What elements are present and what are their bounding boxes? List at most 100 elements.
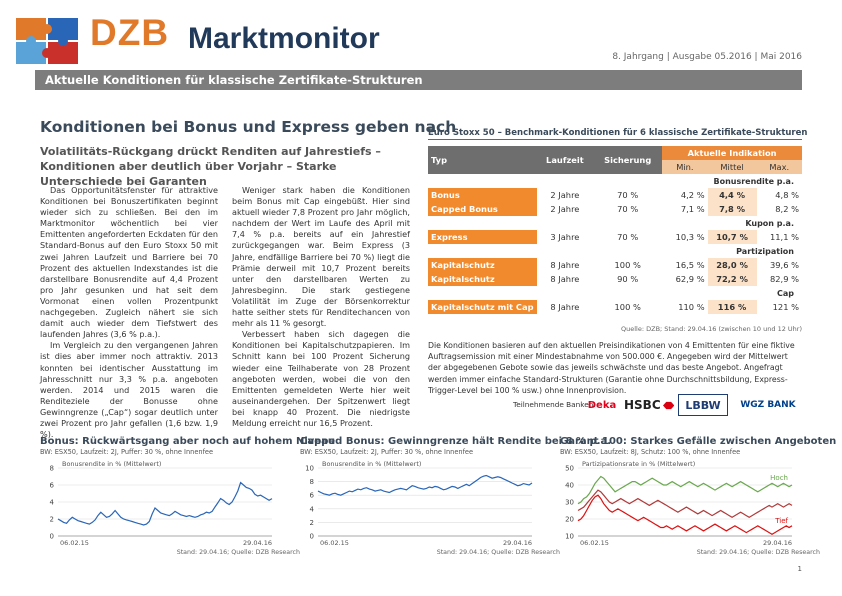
table-title: Euro Stoxx 50 – Benchmark-Konditionen fü… bbox=[428, 128, 808, 138]
cell-laufzeit: 2 Jahre bbox=[550, 204, 580, 214]
cell-mittel: 28,0 % bbox=[707, 258, 757, 272]
table-row: Kapitalschutz mit Cap 8 Jahre 100 % 110 % 11… bbox=[428, 300, 802, 314]
article-subheadline: Volatilitäts-Rückgang drückt Renditen au… bbox=[40, 145, 381, 188]
lbbw-logo: LBBW bbox=[678, 394, 728, 416]
series-line bbox=[57, 481, 273, 526]
cell-mittel: 72,2 % bbox=[707, 272, 757, 286]
divider bbox=[428, 139, 802, 140]
cell-typ: Kapitalschutz bbox=[428, 258, 537, 272]
paragraph: Das Opportunitätsfenster für attraktive … bbox=[40, 185, 218, 340]
methodology-note: Die Konditionen basieren auf den aktuell… bbox=[428, 341, 795, 395]
paragraph: Im Vergleich zu den vergangenen Jahren i… bbox=[40, 340, 218, 440]
table-row: Kapitalschutz 8 Jahre 90 % 62,9 % 72,2 % 82,9… bbox=[428, 272, 802, 286]
chart-plot: 10 20 30 40 50 Partizipationsrate in % (Mitte… bbox=[565, 460, 793, 547]
brand-prefix: DZB bbox=[90, 12, 170, 53]
cell-sicherung: 70 % bbox=[617, 232, 639, 242]
y-tick-label: 2 bbox=[50, 516, 54, 524]
y-axis-label: Bonusrendite in % (Mittelwert) bbox=[322, 460, 421, 468]
series-line bbox=[577, 489, 793, 518]
hsbc-text: HSBC bbox=[624, 398, 661, 412]
table-body: Bonusrendite p.a. Bonus 2 Jahre 70 % 4,2 % 4,… bbox=[428, 174, 802, 314]
cell-laufzeit: 8 Jahre bbox=[550, 302, 580, 312]
chart-source: Stand: 29.04.16; Quelle: DZB Research bbox=[176, 549, 300, 556]
y-tick-label: 4 bbox=[50, 499, 55, 507]
chart-plot: 0 2 4 6 8 10 Bonusrendite in % (Mittelwert) 06.… bbox=[305, 460, 533, 547]
col-header-laufzeit: Laufzeit bbox=[536, 146, 594, 174]
cell-laufzeit: 2 Jahre bbox=[550, 190, 580, 200]
cell-typ: Bonus bbox=[428, 188, 537, 202]
cell-laufzeit: 8 Jahre bbox=[550, 274, 580, 284]
cell-max: 82,9 % bbox=[770, 274, 799, 284]
brand-name: Marktmonitor bbox=[188, 22, 380, 55]
page-number: 1 bbox=[797, 565, 802, 573]
cell-sicherung: 70 % bbox=[617, 204, 639, 214]
y-tick-label: 20 bbox=[565, 516, 574, 524]
chart-subtitle: BW: ESX50, Laufzeit: 2J, Puffer: 30 %, o… bbox=[40, 448, 214, 456]
table-group-label: Kupon p.a. bbox=[662, 216, 802, 230]
table-row: Bonus 2 Jahre 70 % 4,2 % 4,4 % 4,8 % bbox=[428, 188, 802, 202]
x-tick-label: 29.04.16 bbox=[243, 539, 272, 547]
cell-mittel: 116 % bbox=[707, 300, 757, 314]
cell-min: 110 % bbox=[678, 302, 705, 312]
series-line bbox=[577, 494, 793, 535]
y-tick-label: 50 bbox=[565, 465, 574, 473]
y-tick-label: 0 bbox=[50, 533, 54, 541]
col-header-typ: Typ bbox=[428, 146, 537, 174]
cell-min: 16,5 % bbox=[675, 260, 705, 270]
cell-mittel: 7,8 % bbox=[707, 202, 757, 216]
x-tick-label: 06.02.15 bbox=[320, 539, 349, 547]
cell-min: 62,9 % bbox=[675, 274, 705, 284]
y-tick-label: 10 bbox=[305, 465, 314, 473]
cell-min: 10,3 % bbox=[675, 232, 705, 242]
y-axis-label: Partizipationsrate in % (Mittelwert) bbox=[582, 460, 695, 468]
hsbc-logo: HSBC bbox=[624, 394, 674, 416]
article-column-2: Weniger stark haben die Konditionen beim… bbox=[232, 185, 410, 429]
y-tick-label: 10 bbox=[565, 533, 574, 541]
col-header-indikation: Aktuelle Indikation bbox=[662, 146, 802, 160]
col-header-max: Max. bbox=[756, 160, 802, 174]
cell-typ: Capped Bonus bbox=[428, 202, 537, 216]
y-tick-label: 4 bbox=[310, 505, 315, 513]
table-row: Capped Bonus 2 Jahre 70 % 7,1 % 7,8 % 8,2 % bbox=[428, 202, 802, 216]
y-tick-label: 30 bbox=[565, 499, 574, 507]
cell-typ: Kapitalschutz bbox=[428, 272, 537, 286]
x-tick-label: 29.04.16 bbox=[503, 539, 532, 547]
series-line bbox=[577, 475, 793, 505]
dzb-logo bbox=[16, 18, 78, 64]
table-row: Kapitalschutz 8 Jahre 100 % 16,5 % 28,0 % 39,… bbox=[428, 258, 802, 272]
cell-mittel: 4,4 % bbox=[707, 188, 757, 202]
conditions-table: Typ Laufzeit Sicherung Aktuelle Indikati… bbox=[428, 146, 802, 314]
table-group-label: Cap bbox=[662, 286, 802, 300]
chart-bonus: Bonus: Rückwärtsgang aber noch auf hohem… bbox=[40, 436, 335, 596]
table-group-label: Bonusrendite p.a. bbox=[662, 174, 802, 188]
cell-min: 4,2 % bbox=[680, 190, 705, 200]
chart-subtitle: BW: ESX50, Laufzeit: 8J, Schutz: 100 %, … bbox=[560, 448, 741, 456]
paragraph: Weniger stark haben die Konditionen beim… bbox=[232, 185, 410, 329]
cell-sicherung: 100 % bbox=[614, 302, 641, 312]
chart-garant: Garant 100: Starkes Gefälle zwischen Ang… bbox=[560, 436, 836, 596]
cell-sicherung: 90 % bbox=[617, 274, 639, 284]
chart-source: Stand: 29.04.16; Quelle: DZB Research bbox=[696, 549, 820, 556]
cell-sicherung: 70 % bbox=[617, 190, 639, 200]
banks-label: Teilnehmende Banken: bbox=[513, 400, 596, 409]
y-tick-label: 8 bbox=[310, 478, 314, 486]
y-tick-label: 2 bbox=[310, 519, 314, 527]
y-axis-label: Bonusrendite in % (Mittelwert) bbox=[62, 460, 161, 468]
deka-logo: Deka bbox=[587, 399, 617, 411]
table-source: Quelle: DZB; Stand: 29.04.16 (zwischen 1… bbox=[621, 325, 802, 333]
chart-plot: 0 2 4 6 8 Bonusrendite in % (Mittelwert) 06.02… bbox=[50, 460, 273, 547]
cell-min: 7,1 % bbox=[680, 204, 705, 214]
y-tick-label: 6 bbox=[310, 492, 315, 500]
chart-source: Stand: 29.04.16; Quelle: DZB Research bbox=[436, 549, 560, 556]
chart-title: Capped Bonus: Gewinngrenze hält Rendite … bbox=[300, 436, 612, 447]
cell-max: 4,8 % bbox=[775, 190, 799, 200]
y-tick-label: 40 bbox=[565, 482, 574, 490]
article-headline: Konditionen bei Bonus und Express geben … bbox=[40, 118, 457, 136]
col-header-mittel: Mittel bbox=[707, 160, 757, 174]
issue-info: 8. Jahrgang | Ausgabe 05.2016 | Mai 2016 bbox=[612, 52, 802, 62]
table-row: Express 3 Jahre 70 % 10,3 % 10,7 % 11,1 % bbox=[428, 230, 802, 244]
article-column-1: Das Opportunitätsfenster für attraktive … bbox=[40, 185, 218, 440]
cell-max: 39,6 % bbox=[770, 260, 799, 270]
table-group-label: Partizipation bbox=[662, 244, 802, 258]
cell-mittel: 10,7 % bbox=[707, 230, 757, 244]
